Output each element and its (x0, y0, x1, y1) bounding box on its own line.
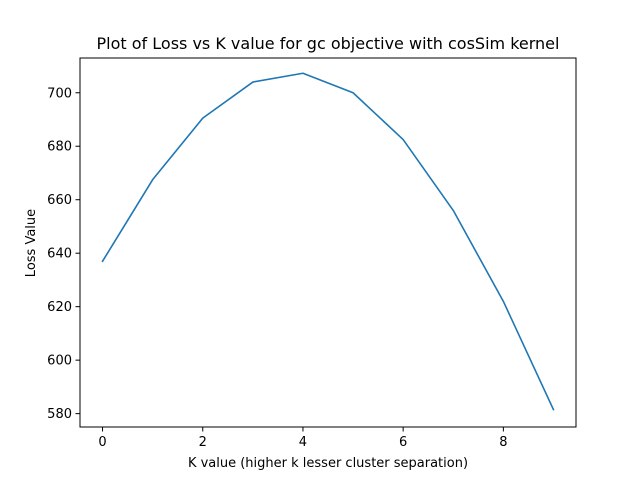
x-tick-label: 0 (98, 435, 106, 450)
x-tick-label: 2 (199, 435, 207, 450)
y-tick-label: 660 (47, 193, 72, 208)
x-axis-label: K value (higher k lesser cluster separat… (188, 456, 468, 471)
x-tick-label: 6 (399, 435, 407, 450)
y-tick-label: 700 (47, 86, 72, 101)
y-tick-label: 620 (47, 300, 72, 315)
y-tick-label: 640 (47, 247, 72, 262)
series-line-0 (101, 72, 555, 411)
y-axis-ticks: 580 600 620 640 660 680 700 (47, 86, 80, 422)
y-tick-label: 680 (47, 140, 72, 155)
x-axis-ticks: 0 2 4 6 8 (98, 427, 507, 450)
y-tick-label: 600 (47, 354, 72, 369)
chart-title: Plot of Loss vs K value for gc objective… (97, 34, 560, 53)
x-tick-label: 8 (499, 435, 507, 450)
y-axis-label: Loss Value (24, 209, 39, 277)
y-tick-label: 580 (47, 407, 72, 422)
plot-area (101, 72, 555, 411)
x-tick-label: 4 (299, 435, 307, 450)
plot-frame (79, 57, 577, 428)
